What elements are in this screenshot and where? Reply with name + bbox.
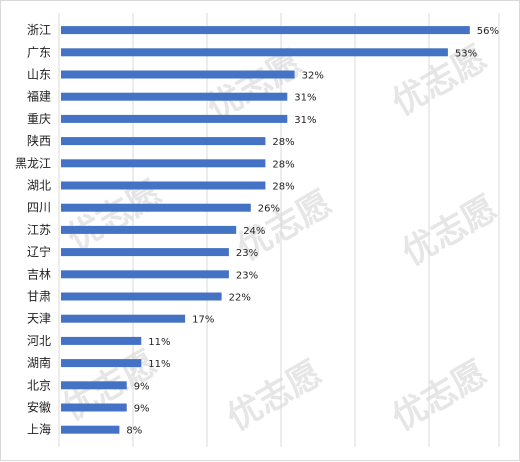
category-label: 浙江 bbox=[27, 23, 51, 37]
bar bbox=[61, 336, 142, 345]
value-labels: 56%53%32%31%31%28%28%28%26%24%23%23%22%1… bbox=[126, 26, 499, 437]
value-label: 23% bbox=[236, 248, 258, 259]
bar bbox=[61, 314, 186, 323]
value-label: 31% bbox=[294, 93, 316, 104]
bar bbox=[61, 225, 237, 234]
bar bbox=[61, 159, 266, 168]
category-label: 辽宁 bbox=[27, 244, 51, 259]
category-label: 甘肃 bbox=[27, 290, 51, 304]
category-label: 江苏 bbox=[27, 223, 51, 237]
category-label: 山东 bbox=[27, 68, 51, 82]
bar bbox=[61, 381, 127, 390]
watermark-text: 优志愿 bbox=[386, 353, 494, 439]
bar bbox=[61, 181, 266, 190]
category-label: 河北 bbox=[27, 334, 51, 348]
bar bbox=[61, 248, 229, 257]
value-label: 11% bbox=[148, 359, 170, 370]
bar bbox=[61, 137, 266, 146]
bar bbox=[61, 403, 127, 412]
category-label: 吉林 bbox=[27, 267, 51, 281]
value-label: 28% bbox=[272, 182, 294, 193]
category-label: 上海 bbox=[27, 422, 51, 437]
value-label: 28% bbox=[272, 159, 294, 170]
value-label: 11% bbox=[148, 337, 170, 348]
category-label: 北京 bbox=[27, 378, 51, 392]
value-label: 8% bbox=[126, 426, 142, 437]
value-label: 32% bbox=[302, 71, 324, 82]
value-label: 17% bbox=[192, 315, 214, 326]
value-label: 28% bbox=[272, 137, 294, 148]
category-label: 湖北 bbox=[27, 178, 51, 193]
value-label: 56% bbox=[477, 26, 499, 37]
value-label: 24% bbox=[243, 226, 265, 237]
watermark-text: 优志愿 bbox=[396, 188, 504, 274]
category-label: 天津 bbox=[27, 312, 51, 326]
bar bbox=[61, 92, 288, 101]
value-label: 23% bbox=[236, 270, 258, 281]
category-label: 黑龙江 bbox=[15, 156, 51, 170]
bar bbox=[61, 48, 448, 57]
value-label: 9% bbox=[134, 404, 150, 415]
value-label: 31% bbox=[294, 115, 316, 126]
category-label: 重庆 bbox=[27, 112, 51, 126]
watermark-text: 优志愿 bbox=[221, 353, 329, 439]
category-label: 福建 bbox=[27, 89, 51, 104]
value-label: 9% bbox=[134, 381, 150, 392]
category-label: 安徽 bbox=[27, 400, 51, 415]
bar bbox=[61, 114, 288, 123]
category-label: 四川 bbox=[27, 201, 51, 215]
category-label: 湖南 bbox=[27, 355, 51, 370]
bar bbox=[61, 425, 120, 434]
bar bbox=[61, 70, 295, 79]
bar bbox=[61, 359, 142, 368]
bar bbox=[61, 292, 222, 301]
category-label: 广东 bbox=[27, 45, 51, 59]
bar bbox=[61, 270, 229, 279]
category-label: 陕西 bbox=[27, 133, 51, 148]
bar bbox=[61, 26, 470, 35]
value-label: 22% bbox=[229, 293, 251, 304]
value-label: 53% bbox=[455, 48, 477, 59]
bar bbox=[61, 203, 251, 212]
value-label: 26% bbox=[258, 204, 280, 215]
bars bbox=[61, 26, 470, 434]
